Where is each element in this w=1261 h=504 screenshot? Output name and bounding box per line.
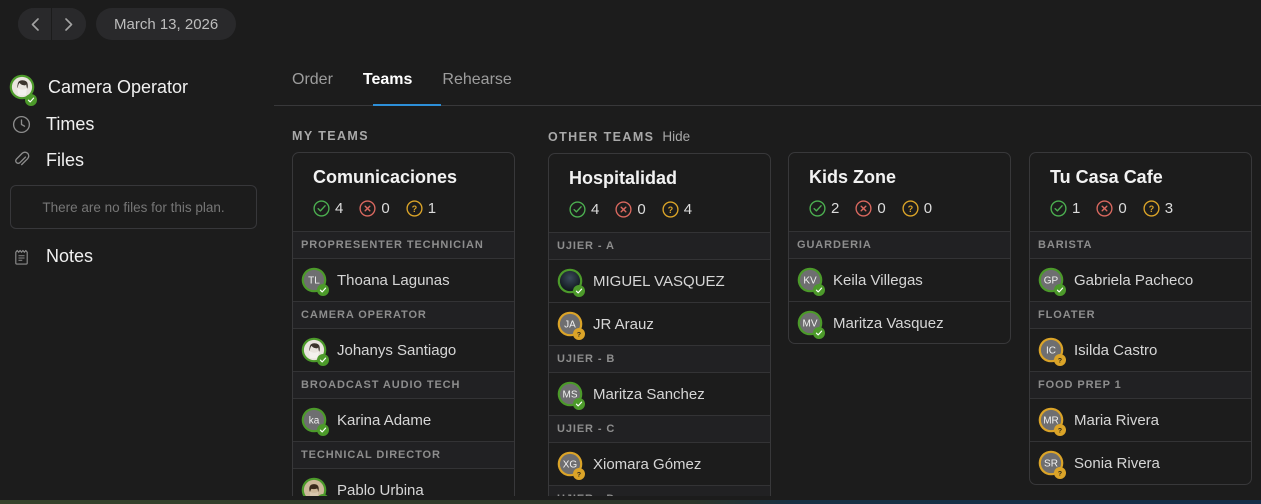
svg-text:?: ? (1058, 471, 1062, 478)
svg-text:?: ? (1058, 428, 1062, 435)
svg-text:?: ? (907, 204, 912, 214)
svg-text:?: ? (1058, 358, 1062, 365)
svg-text:?: ? (411, 204, 416, 214)
svg-text:?: ? (577, 332, 581, 339)
svg-text:?: ? (667, 205, 672, 215)
svg-text:?: ? (1148, 204, 1153, 214)
svg-text:?: ? (577, 472, 581, 479)
